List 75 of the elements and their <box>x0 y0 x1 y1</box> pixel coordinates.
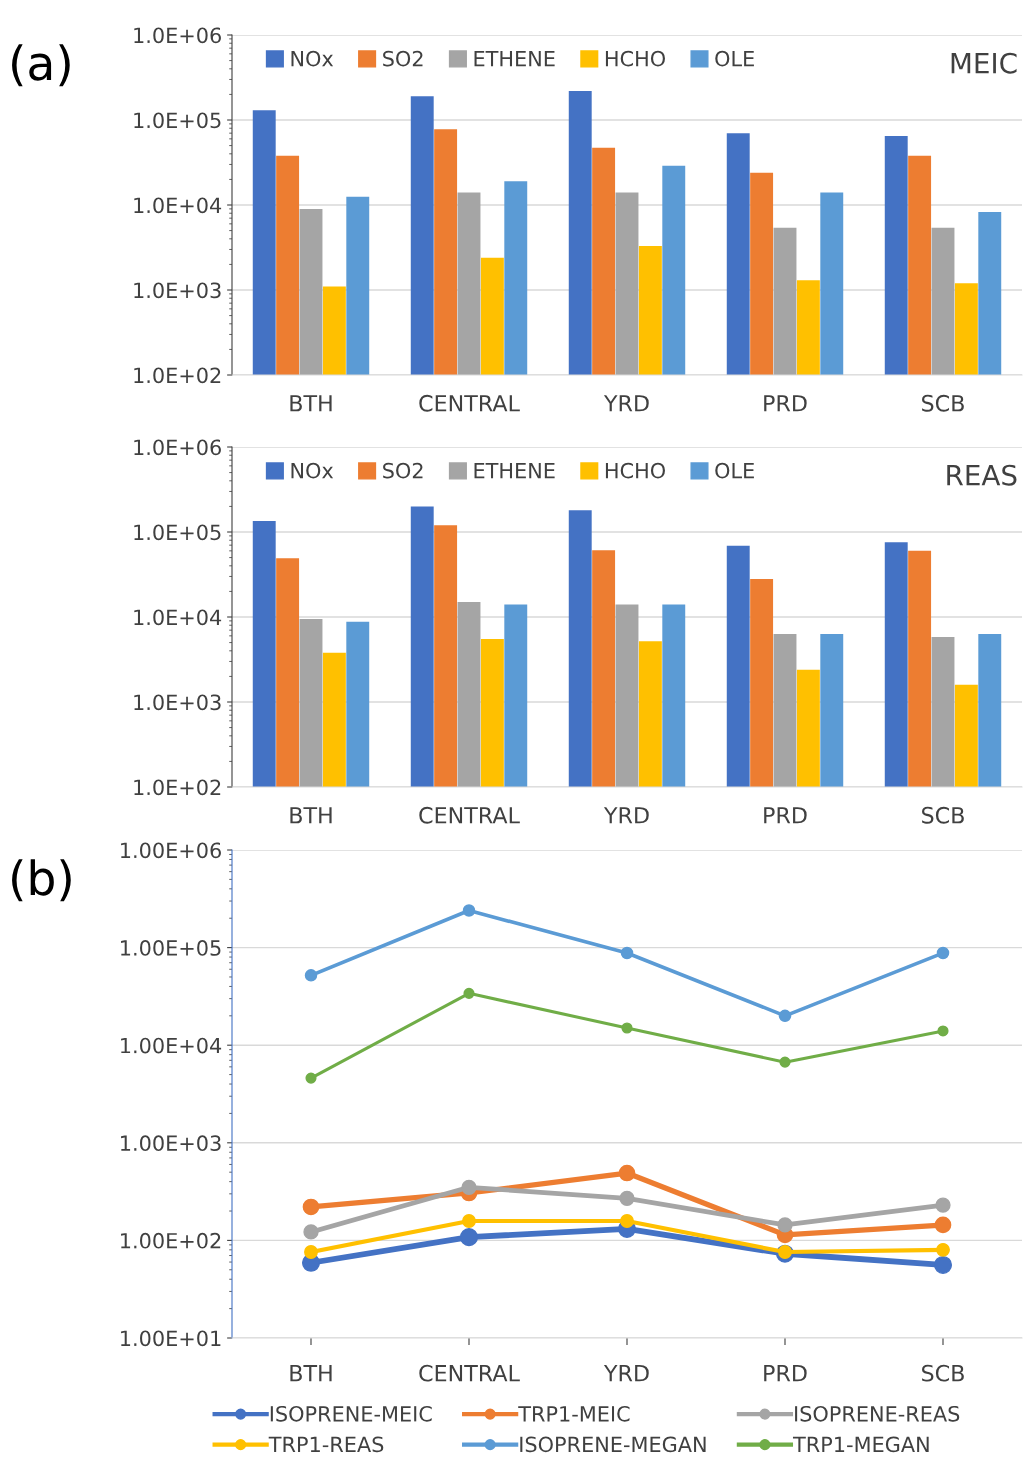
y-tick-label: 1.0E+04 <box>134 609 222 626</box>
point <box>620 1214 634 1228</box>
text: (a) <box>12 44 70 87</box>
legend-label: ISOPRENE-REAS <box>795 1405 960 1422</box>
annotation: REAS <box>947 464 1017 486</box>
legend-label: OLE <box>715 50 754 67</box>
x-tick-label: CENTRAL <box>419 806 520 824</box>
point <box>620 946 634 960</box>
y-tick-label: 1.0E+05 <box>134 524 221 541</box>
y-tick-label: 1.00E+06 <box>121 842 221 859</box>
x-tick-label: YRD <box>603 1365 649 1382</box>
y-tick-label: 1.0E+06 <box>134 27 221 44</box>
x-tick-label: PRD <box>764 395 807 412</box>
point <box>937 1025 949 1037</box>
legend-label: ETHENE <box>474 50 555 67</box>
x-tick-label: PRD <box>764 1365 807 1382</box>
point <box>936 946 950 960</box>
x-tick-label: YRD <box>603 807 649 824</box>
point <box>461 1179 477 1195</box>
point <box>779 1056 791 1068</box>
point <box>778 1009 792 1023</box>
y-tick-label: 1.00E+01 <box>121 1330 221 1347</box>
y-tick-label: 1.00E+02 <box>121 1232 221 1249</box>
y-tick-label: 1.0E+04 <box>134 197 222 214</box>
y-tick-label: 1.0E+06 <box>134 439 221 456</box>
point <box>302 1198 320 1216</box>
legend-label: NOx <box>291 462 334 479</box>
point <box>303 1224 319 1240</box>
x-tick-label: CENTRAL <box>419 1364 520 1382</box>
point <box>305 1072 317 1084</box>
legend-label: TRP1-MEIC <box>518 1405 630 1422</box>
legend-label: HCHO <box>605 50 665 67</box>
x-tick-label: SCB <box>922 806 964 824</box>
x-tick-label: CENTRAL <box>419 394 520 412</box>
point <box>463 987 475 999</box>
annotation: MEIC <box>951 52 1017 74</box>
y-tick-label: 1.00E+05 <box>121 940 221 956</box>
y-tick-label: 1.0E+03 <box>134 694 221 711</box>
text: (b) <box>12 859 71 902</box>
point <box>621 1022 633 1034</box>
point <box>462 1214 476 1228</box>
legend-label: ISOPRENE-MEIC <box>270 1405 432 1422</box>
x-tick-label: BTH <box>290 807 332 824</box>
x-tick-label: BTH <box>290 395 332 412</box>
point <box>933 1255 953 1275</box>
legend-label: ETHENE <box>474 462 555 479</box>
x-tick-label: SCB <box>922 394 964 412</box>
legend-label: SO2 <box>383 462 423 479</box>
legend-label: SO2 <box>383 50 423 67</box>
legend-label: ISOPRENE-MEGAN <box>520 1436 706 1453</box>
legend-label: HCHO <box>605 462 665 479</box>
x-tick-label: SCB <box>922 1364 964 1382</box>
point <box>936 1242 950 1257</box>
y-tick-label: 1.0E+02 <box>134 367 221 384</box>
y-tick-label: 1.00E+03 <box>121 1135 221 1152</box>
point <box>935 1197 951 1213</box>
legend-label: NOx <box>291 50 334 67</box>
x-tick-label: PRD <box>764 807 807 824</box>
point <box>777 1217 793 1233</box>
point <box>934 1216 952 1234</box>
point <box>619 1190 635 1206</box>
y-tick-label: 1.0E+03 <box>134 282 221 299</box>
point <box>304 1245 318 1259</box>
legend-label: TRP1-MEGAN <box>792 1436 929 1453</box>
point <box>618 1164 636 1182</box>
y-tick-label: 1.0E+02 <box>134 779 221 796</box>
legend-label: OLE <box>715 462 754 479</box>
point <box>304 969 318 982</box>
x-tick-label: YRD <box>603 395 649 412</box>
legend-label: TRP1-REAS <box>268 1436 384 1453</box>
point <box>462 904 476 917</box>
y-tick-label: 1.00E+04 <box>121 1037 222 1054</box>
y-tick-label: 1.0E+05 <box>134 112 221 129</box>
point <box>459 1228 479 1247</box>
x-tick-label: BTH <box>290 1365 332 1382</box>
